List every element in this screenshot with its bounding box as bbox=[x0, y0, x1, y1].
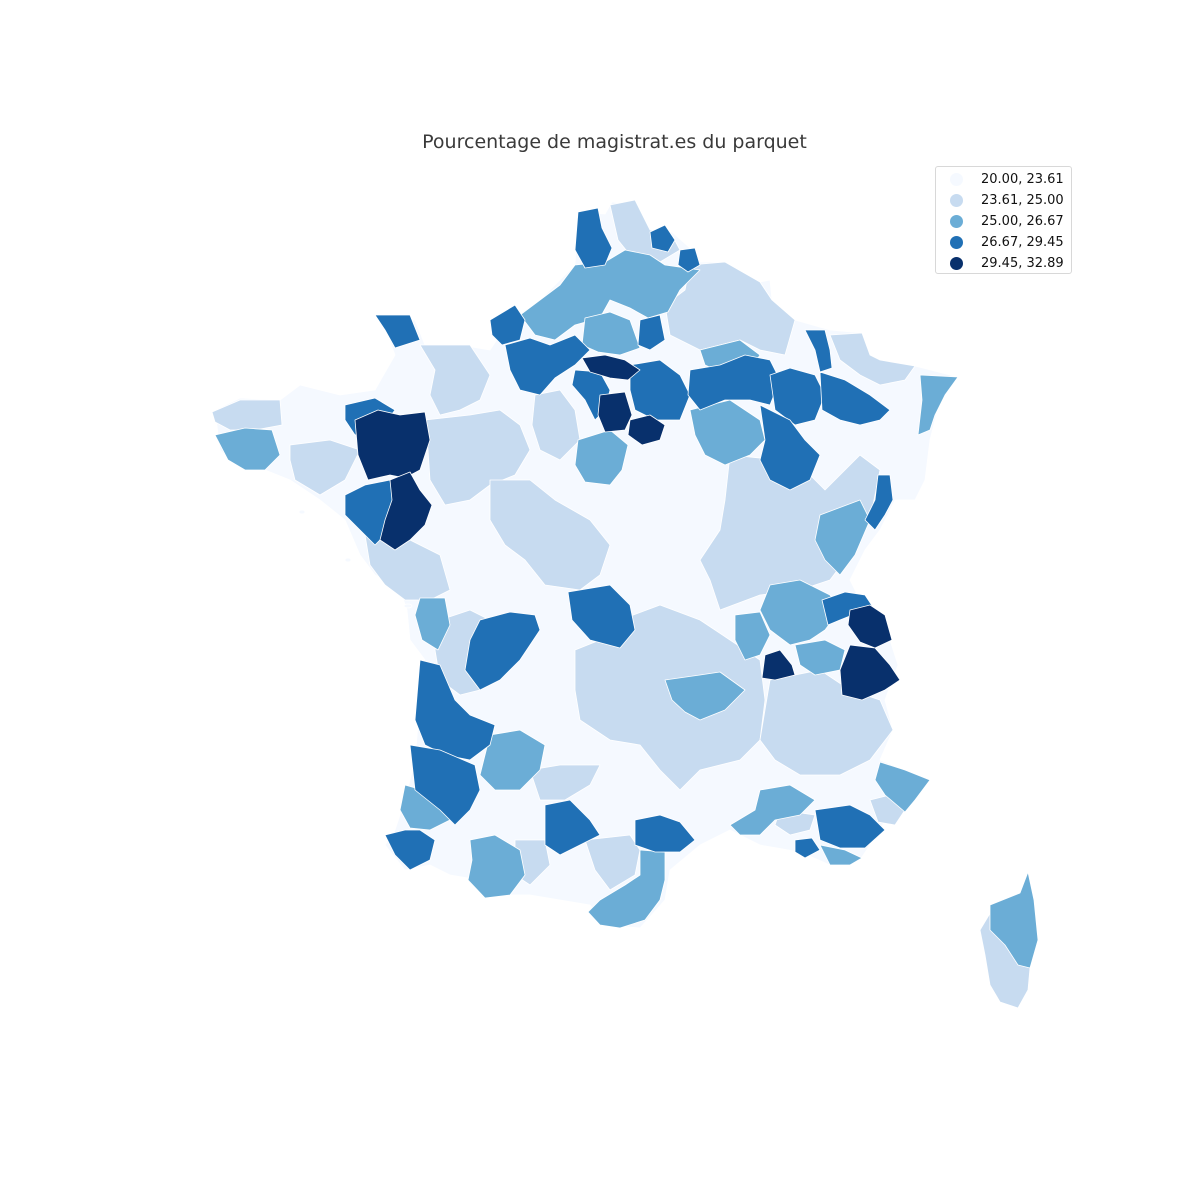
department bbox=[864, 474, 894, 531]
legend-item-class-2: 23.61, 25.00 bbox=[936, 190, 1064, 211]
department bbox=[794, 837, 821, 859]
legend-swatch-class-5 bbox=[950, 257, 963, 270]
legend-label-class-3: 25.00, 26.67 bbox=[981, 214, 1064, 229]
legend-item-class-1: 20.00, 23.61 bbox=[936, 169, 1064, 190]
department bbox=[214, 427, 281, 471]
department bbox=[629, 359, 691, 421]
legend-label-class-2: 23.61, 25.00 bbox=[981, 193, 1064, 208]
department bbox=[734, 611, 771, 661]
department bbox=[917, 374, 959, 436]
class-5-regions bbox=[354, 354, 901, 701]
department bbox=[769, 367, 826, 426]
legend-swatch-class-1 bbox=[950, 173, 963, 186]
island bbox=[403, 603, 413, 609]
department bbox=[384, 829, 436, 871]
department bbox=[479, 729, 546, 791]
department bbox=[759, 579, 841, 646]
department bbox=[211, 399, 283, 431]
department bbox=[581, 354, 641, 381]
department bbox=[574, 429, 629, 486]
department bbox=[839, 644, 901, 701]
legend-swatch-class-2 bbox=[950, 194, 963, 207]
island bbox=[298, 509, 306, 515]
department bbox=[354, 409, 431, 481]
map-legend: 20.00, 23.61 23.61, 25.00 25.00, 26.67 2… bbox=[935, 166, 1072, 274]
department bbox=[464, 611, 541, 691]
department bbox=[699, 454, 881, 611]
department bbox=[414, 597, 451, 651]
islands bbox=[298, 509, 413, 609]
department bbox=[759, 404, 821, 491]
department bbox=[689, 399, 766, 466]
department bbox=[544, 799, 601, 856]
legend-label-class-4: 26.67, 29.45 bbox=[981, 235, 1064, 250]
department bbox=[529, 764, 601, 801]
department bbox=[504, 334, 591, 396]
department bbox=[574, 604, 766, 791]
department bbox=[819, 844, 863, 866]
island bbox=[344, 557, 352, 563]
department bbox=[649, 224, 676, 253]
department bbox=[489, 479, 611, 591]
department bbox=[819, 371, 891, 426]
department bbox=[409, 744, 481, 826]
department bbox=[687, 354, 781, 411]
department bbox=[814, 804, 886, 849]
class-3-regions bbox=[214, 249, 1039, 969]
legend-label-class-5: 29.45, 32.89 bbox=[981, 256, 1064, 271]
department bbox=[489, 304, 526, 346]
department bbox=[567, 584, 636, 649]
department bbox=[414, 659, 496, 761]
legend-label-class-1: 20.00, 23.61 bbox=[981, 172, 1064, 187]
department bbox=[597, 391, 633, 433]
department bbox=[634, 814, 696, 853]
legend-swatch-class-4 bbox=[950, 236, 963, 249]
department bbox=[729, 784, 816, 836]
department bbox=[761, 649, 796, 681]
department bbox=[374, 314, 421, 349]
legend-swatch-class-3 bbox=[950, 215, 963, 228]
department bbox=[804, 329, 833, 373]
department bbox=[627, 414, 666, 446]
department bbox=[574, 207, 613, 269]
department bbox=[467, 834, 526, 899]
department bbox=[874, 761, 931, 813]
department bbox=[664, 671, 746, 721]
class-4-regions bbox=[344, 207, 894, 871]
department bbox=[814, 499, 871, 576]
department bbox=[587, 849, 666, 929]
department bbox=[847, 604, 893, 649]
legend-item-class-3: 25.00, 26.67 bbox=[936, 211, 1064, 232]
department bbox=[637, 314, 666, 351]
department bbox=[989, 871, 1039, 969]
department bbox=[584, 834, 641, 891]
legend-item-class-5: 29.45, 32.89 bbox=[936, 253, 1064, 274]
department bbox=[379, 471, 433, 551]
legend-item-class-4: 26.67, 29.45 bbox=[936, 232, 1064, 253]
department bbox=[419, 344, 491, 416]
department bbox=[531, 389, 581, 461]
map-title: Pourcentage de magistrat.es du parquet bbox=[422, 131, 807, 153]
department bbox=[289, 439, 361, 496]
department bbox=[829, 332, 916, 386]
department bbox=[677, 247, 701, 273]
